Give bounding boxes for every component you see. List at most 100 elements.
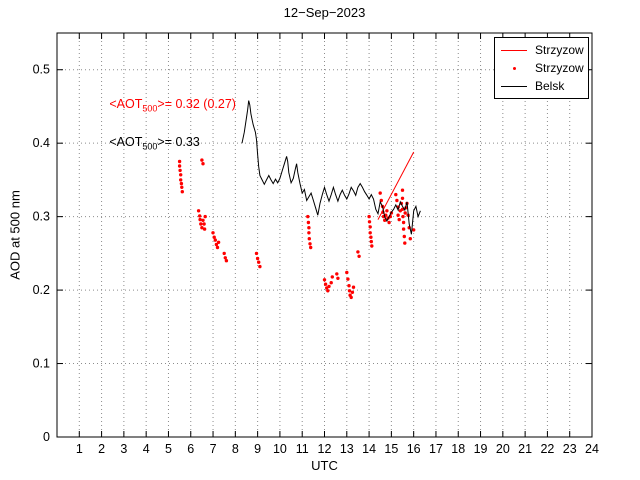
strzyzow-scatter-point — [212, 235, 216, 239]
x-tick-label: 10 — [273, 442, 287, 456]
y-tick-label: 0.4 — [33, 136, 50, 150]
strzyzow-scatter-point — [346, 277, 350, 281]
y-axis-label: AOD at 500 nm — [7, 190, 23, 280]
strzyzow-scatter-point — [223, 256, 227, 260]
strzyzow-scatter-point — [327, 284, 331, 289]
strzyzow-scatter-point — [307, 226, 311, 230]
annotation-subscript: 500 — [142, 103, 158, 114]
strzyzow-scatter-point — [198, 217, 202, 222]
strzyzow-scatter-point — [213, 238, 217, 242]
x-tick-label: 12 — [318, 442, 332, 456]
strzyzow-scatter-point — [306, 214, 310, 219]
strzyzow-scatter-point — [177, 159, 182, 164]
strzyzow-scatter-point — [254, 251, 259, 256]
strzyzow-scatter-point — [347, 289, 352, 293]
strzyzow-scatter-point — [201, 162, 205, 166]
strzyzow-scatter-point — [368, 225, 372, 229]
strzyzow-scatter-point — [203, 214, 207, 219]
strzyzow-scatter-point — [394, 192, 398, 197]
strzyzow-scatter-point — [196, 209, 201, 213]
strzyzow-scatter-point — [198, 214, 202, 218]
x-tick-label: 9 — [254, 442, 261, 456]
strzyzow-scatter-point — [401, 220, 406, 225]
x-tick-label: 24 — [585, 442, 599, 456]
strzyzow-scatter-point — [200, 226, 204, 230]
strzyzow-scatter-point — [385, 209, 389, 213]
strzyzow-scatter-point — [214, 242, 219, 247]
strzyzow-scatter-point — [387, 220, 391, 225]
strzyzow-scatter-point — [330, 275, 334, 279]
strzyzow-scatter-point — [335, 272, 339, 276]
x-tick-label: 16 — [407, 442, 421, 456]
annotation-text: <AOT — [109, 135, 143, 150]
strzyzow-scatter-point — [357, 254, 361, 258]
strzyzow-scatter-point — [258, 264, 262, 269]
strzyzow-scatter-point — [307, 231, 311, 235]
x-tick-label: 1 — [76, 442, 83, 456]
strzyzow-scatter-point — [202, 222, 206, 226]
strzyzow-scatter-point — [349, 295, 353, 300]
strzyzow-scatter-point — [309, 245, 313, 250]
x-tick-label: 14 — [362, 442, 376, 456]
strzyzow-scatter-point — [222, 251, 226, 256]
strzyzow-scatter-point — [306, 220, 311, 225]
strzyzow-scatter-point — [326, 289, 330, 293]
strzyzow-scatter-point — [329, 281, 333, 285]
strzyzow-scatter-point — [200, 158, 204, 162]
strzyzow-scatter-point — [322, 278, 327, 282]
legend-entry-strzyzow-line: Strzyzow — [495, 41, 588, 59]
strzyzow-scatter-point — [336, 276, 340, 280]
strzyzow-scatter-point — [215, 245, 220, 250]
strzyzow-scatter-point — [323, 282, 328, 286]
strzyzow-scatter-point — [345, 270, 349, 275]
strzyzow-scatter-point — [400, 196, 405, 200]
x-tick-label: 6 — [187, 442, 194, 456]
strzyzow-scatter-point — [401, 214, 405, 219]
chart-title: 12−Sep−2023 — [283, 5, 366, 20]
annotation-text: >= 0.33 — [157, 135, 200, 150]
strzyzow-scatter-point — [367, 214, 371, 219]
strzyzow-scatter-point — [368, 231, 372, 235]
annotation-text: <AOT — [109, 96, 143, 111]
x-tick-label: 22 — [540, 442, 554, 456]
strzyzow-scatter-point — [369, 235, 373, 239]
strzyzow-scatter-point — [180, 190, 184, 194]
strzyzow-scatter-point — [396, 213, 400, 217]
strzyzow-scatter-point — [202, 227, 207, 231]
strzyzow-scatter-point — [401, 227, 406, 231]
strzyzow-scatter-point — [201, 218, 205, 222]
strzyzow-scatter-point — [397, 217, 401, 222]
legend-entry-strzyzow-dots: Strzyzow — [495, 59, 588, 77]
strzyzow-scatter-point — [350, 290, 355, 294]
strzyzow-scatter-point — [179, 173, 183, 177]
strzyzow-scatter-point — [180, 185, 184, 189]
legend-dot-sample — [499, 66, 529, 70]
strzyzow-scatter-point — [179, 178, 183, 182]
x-tick-label: 19 — [474, 442, 488, 456]
strzyzow-scatter-point — [179, 181, 184, 186]
strzyzow-scatter-point — [412, 228, 416, 232]
strzyzow-scatter-point — [178, 168, 182, 173]
legend-label: Belsk — [535, 79, 565, 93]
strzyzow-scatter-point — [224, 259, 229, 263]
strzyzow-scatter-point — [177, 164, 182, 168]
strzyzow-scatter-point — [383, 218, 387, 222]
y-tick-label: 0.2 — [33, 283, 50, 297]
strzyzow-scatter-point — [378, 191, 382, 195]
legend: Strzyzow Strzyzow Belsk — [494, 37, 589, 99]
y-tick-label: 0.3 — [33, 210, 50, 224]
x-tick-label: 17 — [429, 442, 443, 456]
strzyzow-scatter-point — [402, 234, 406, 239]
strzyzow-scatter-point — [400, 188, 405, 192]
x-tick-label: 18 — [451, 442, 465, 456]
x-tick-label: 21 — [518, 442, 532, 456]
legend-entry-belsk: Belsk — [495, 77, 588, 95]
strzyzow-scatter-point — [351, 285, 356, 289]
x-tick-label: 7 — [210, 442, 217, 456]
annotation-text: >= 0.32 (0.27) — [157, 96, 236, 111]
strzyzow-scatter-point — [403, 211, 407, 215]
x-tick-label: 2 — [98, 442, 105, 456]
belsk-line — [241, 100, 421, 235]
